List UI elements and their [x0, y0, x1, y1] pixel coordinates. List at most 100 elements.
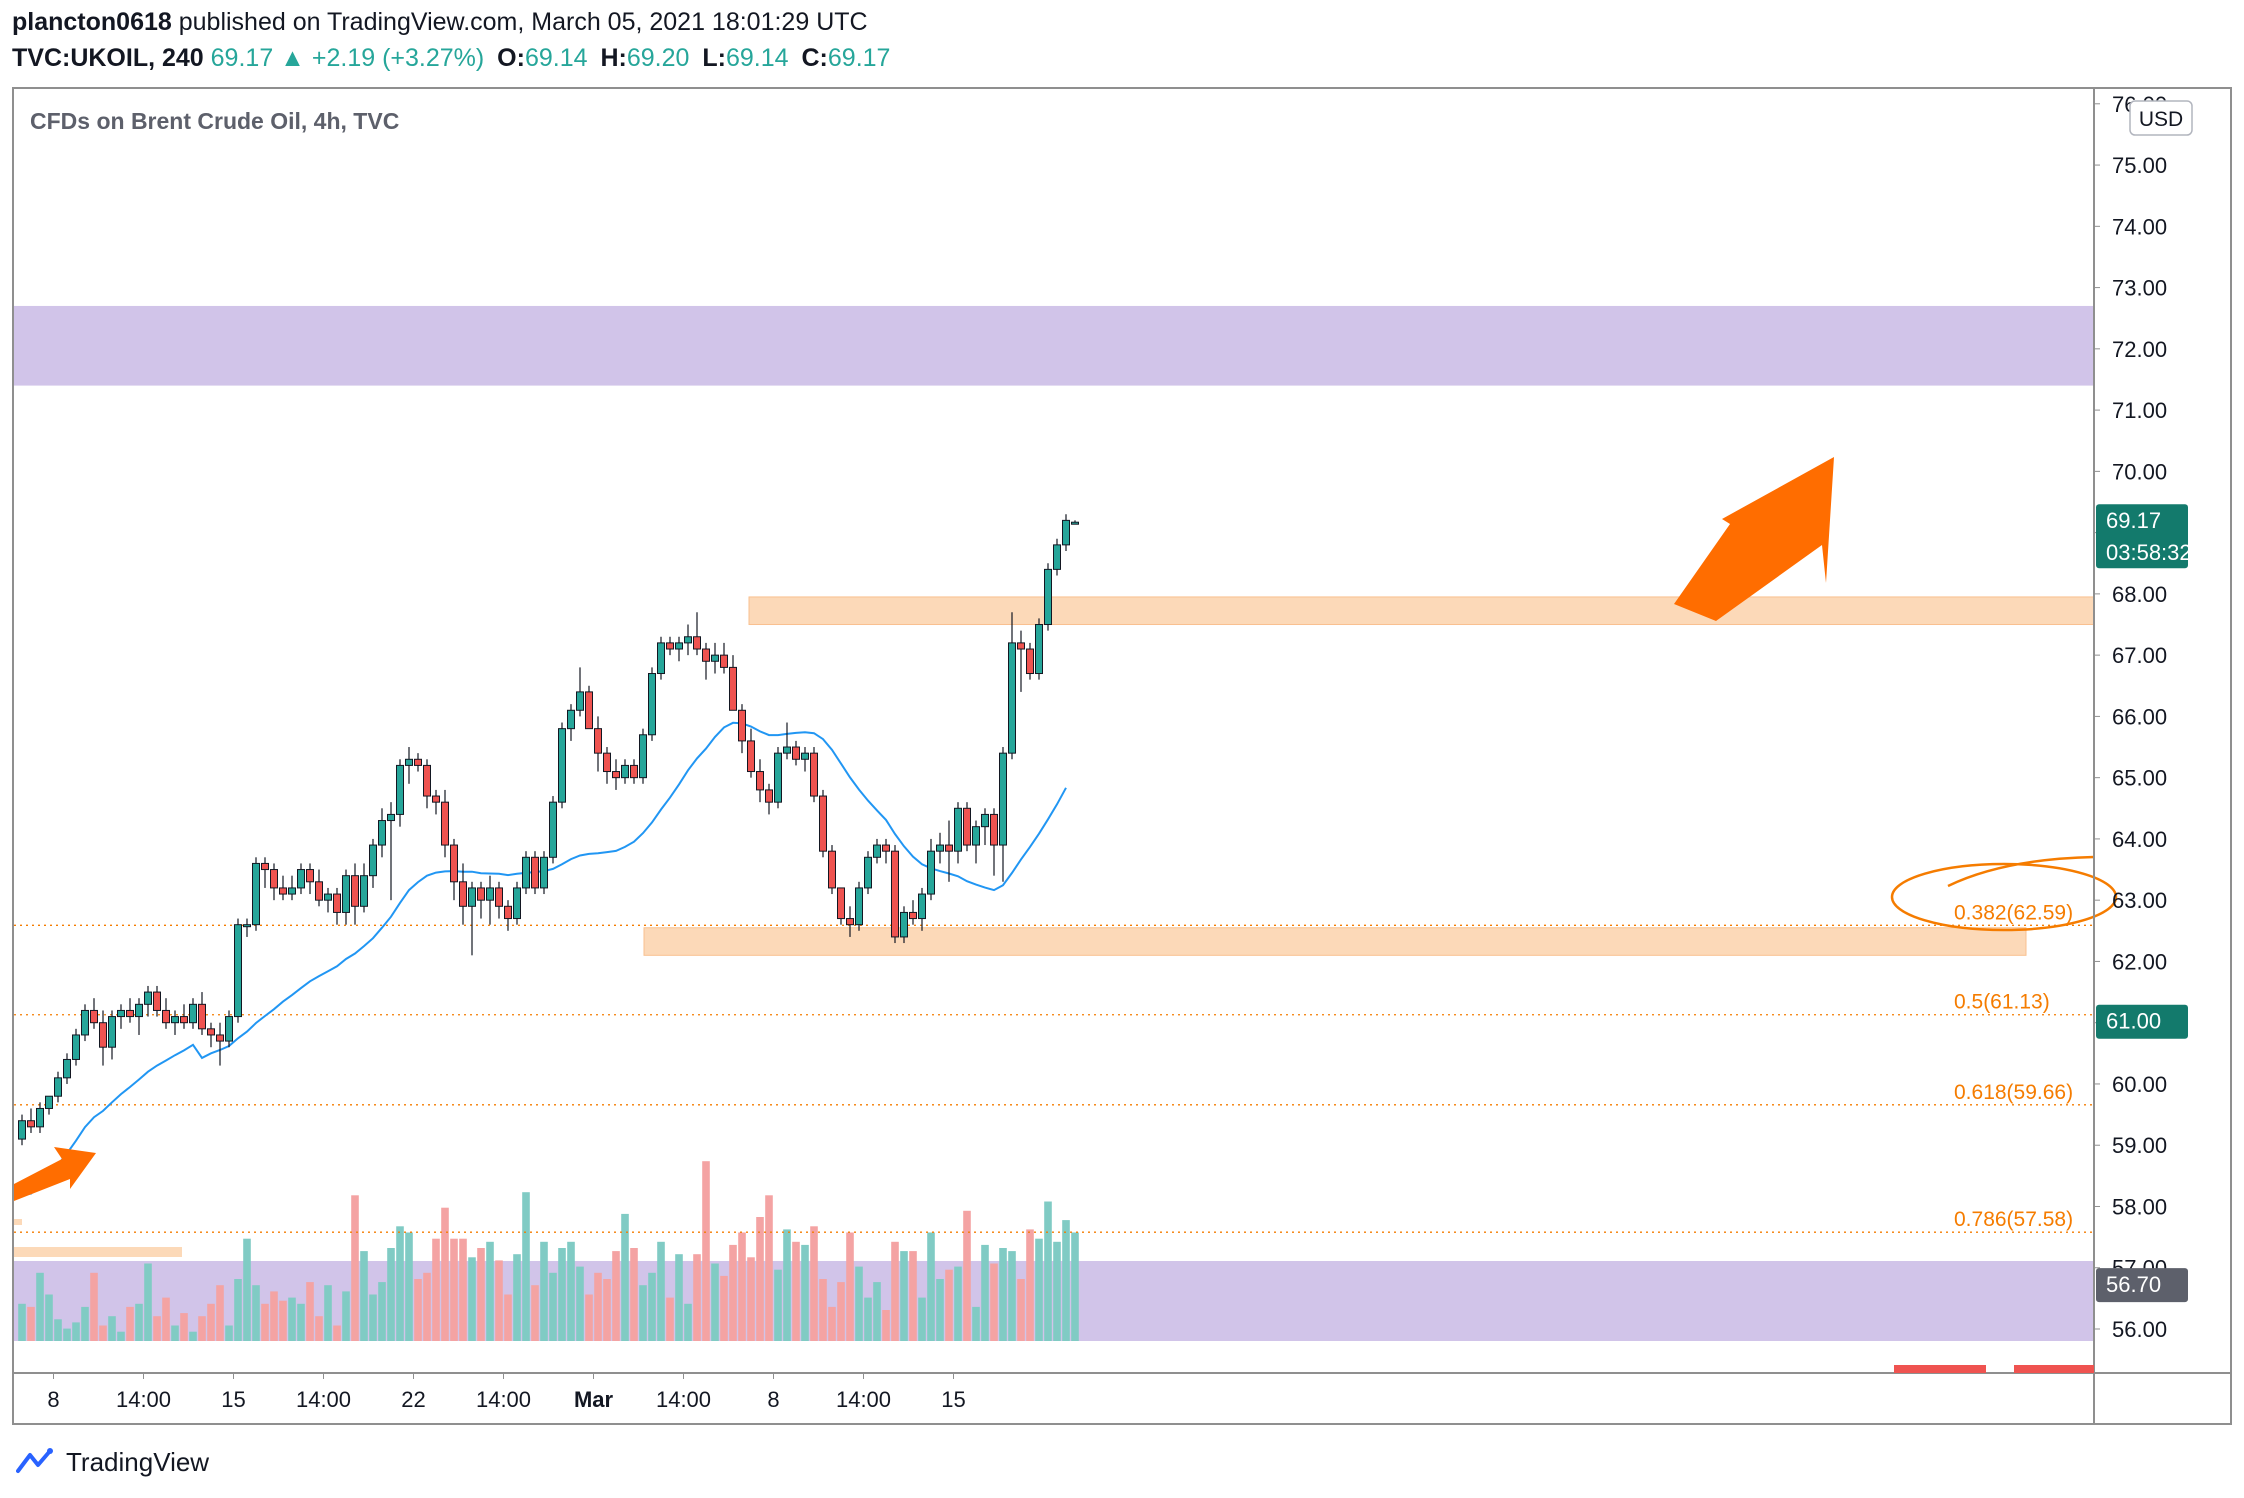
candle-body	[171, 1016, 179, 1024]
candle-body	[549, 801, 557, 858]
candle-body	[351, 875, 359, 907]
candle-up	[189, 998, 197, 1029]
candle-up	[1035, 618, 1043, 680]
volume-bar	[423, 1272, 431, 1341]
candle-up	[405, 747, 413, 784]
candle-body	[324, 893, 332, 901]
candle-body	[315, 881, 323, 901]
candle-body	[504, 905, 512, 920]
chart-title: CFDs on Brent Crude Oil, 4h, TVC	[30, 108, 399, 134]
candle-down	[630, 759, 638, 784]
candle-down	[207, 1022, 215, 1048]
volume-bar	[441, 1207, 449, 1341]
candle-down	[198, 992, 206, 1035]
candle-body	[792, 746, 800, 760]
candle-up	[801, 747, 809, 772]
volume-bar	[99, 1325, 107, 1341]
volume-bar	[738, 1232, 746, 1341]
candle-body	[486, 887, 494, 901]
candle-body	[801, 752, 809, 760]
time-tick-label: 15	[221, 1387, 245, 1412]
candle-body	[459, 881, 467, 907]
candle-up	[657, 636, 665, 680]
candle-body	[306, 869, 314, 883]
last-price-label-text: 69.17	[2106, 508, 2161, 533]
candle-body	[765, 789, 773, 803]
candle-body	[927, 850, 935, 895]
candle-down	[351, 863, 359, 925]
volume-bar	[126, 1306, 134, 1341]
publisher-name[interactable]: plancton0618	[12, 8, 172, 36]
candle-body	[846, 918, 854, 926]
volume-bar	[936, 1279, 944, 1341]
volume-bar	[72, 1322, 80, 1341]
candle-body	[270, 869, 278, 889]
time-tick-label: 14:00	[836, 1387, 891, 1412]
volume-bar	[270, 1291, 278, 1341]
candle-up	[387, 802, 395, 901]
candle-body	[990, 813, 998, 846]
candle-down	[99, 1010, 107, 1066]
price-tick-label: 56.00	[2112, 1317, 2167, 1342]
candle-body	[387, 813, 395, 822]
volume-bar	[657, 1241, 665, 1341]
candle-body	[594, 728, 602, 754]
candle-up	[288, 875, 296, 901]
chart-frame[interactable]: 0.382(62.59) 0.5(61.13) 0.618(59.66) 0.786(…	[12, 87, 2232, 1425]
high-label: H:	[600, 44, 627, 72]
candle-body	[918, 893, 926, 920]
volume-bar	[558, 1248, 566, 1341]
candle-body	[261, 862, 269, 871]
candle-up	[981, 808, 989, 846]
volume-bar	[63, 1328, 71, 1341]
candle-up	[324, 887, 332, 913]
volume-bar	[702, 1161, 710, 1341]
candle-down	[756, 759, 764, 803]
candle-down	[441, 789, 449, 858]
volume-bar	[27, 1306, 35, 1341]
candle-body	[630, 764, 638, 779]
candle-body	[342, 875, 350, 913]
volume-bar	[675, 1254, 683, 1341]
candle-up	[108, 1010, 116, 1060]
candle-body	[432, 795, 440, 803]
candle-down	[882, 838, 890, 864]
candle-body	[666, 642, 674, 650]
volume-bar	[234, 1279, 242, 1341]
volume-bar	[900, 1251, 908, 1341]
volume-bar	[999, 1248, 1007, 1341]
candle-body	[1008, 642, 1016, 754]
volume-bar	[1053, 1241, 1061, 1341]
candle-body	[234, 924, 242, 1018]
candle-body	[774, 752, 782, 803]
candle-up	[486, 875, 494, 925]
candle-body	[819, 795, 827, 852]
candle-body	[378, 820, 386, 846]
footer-brand[interactable]: TradingView	[16, 1442, 209, 1482]
candle-down	[720, 642, 728, 674]
volume-bar	[873, 1282, 881, 1341]
candle-up	[234, 918, 242, 1023]
candle-down	[261, 857, 269, 888]
time-axis: 8 14:00 15 14:00 22 14:00 Mar 14:00 8 14:00 15	[47, 1373, 966, 1412]
candle-body	[540, 856, 548, 889]
candle-body	[99, 1022, 107, 1048]
volume-bar	[18, 1303, 26, 1341]
candle-down	[585, 685, 593, 730]
candle-body	[369, 844, 377, 877]
candle-down	[693, 612, 701, 656]
small-zone-marker	[14, 1219, 22, 1225]
volume-bar	[666, 1297, 674, 1341]
volume-bar	[324, 1285, 332, 1341]
price-chart[interactable]: 0.382(62.59) 0.5(61.13) 0.618(59.66) 0.786(…	[14, 89, 2230, 1423]
volume-bar	[918, 1297, 926, 1341]
candle-down	[216, 1022, 224, 1066]
candle-up	[873, 838, 881, 864]
volume-bar	[144, 1263, 152, 1341]
price-tick-label: 59.00	[2112, 1133, 2167, 1158]
candle-body	[747, 740, 755, 773]
candle-body	[1044, 568, 1052, 626]
volume-bar	[612, 1251, 620, 1341]
currency-button[interactable]: USD	[2129, 100, 2193, 136]
volume-bar	[720, 1275, 728, 1341]
